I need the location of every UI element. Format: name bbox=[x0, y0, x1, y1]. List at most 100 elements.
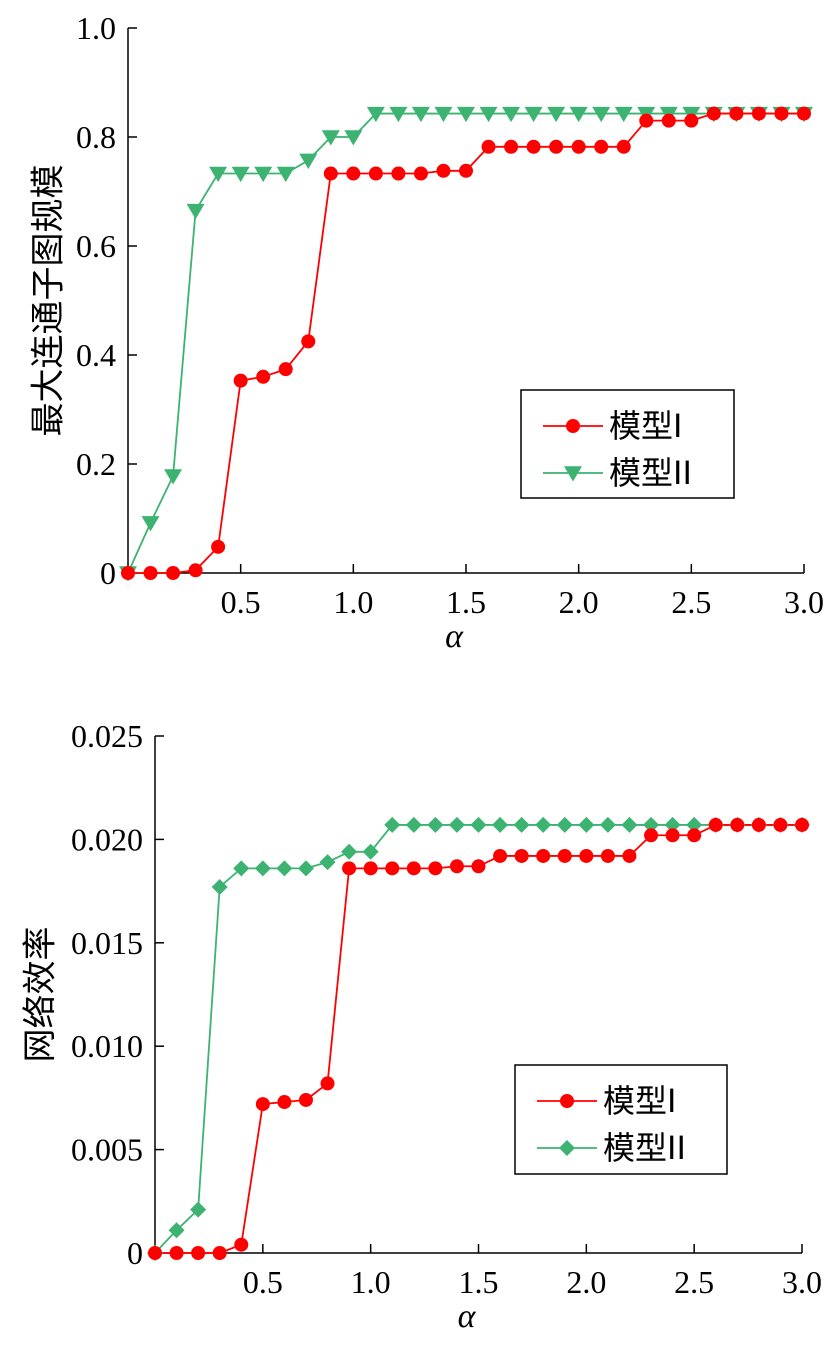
data-point bbox=[188, 563, 203, 578]
data-point bbox=[278, 362, 293, 377]
legend-swatch-marker bbox=[559, 1140, 575, 1156]
y-tick-label: 0.015 bbox=[71, 925, 143, 961]
x-axis-title: α bbox=[445, 618, 464, 655]
data-point bbox=[621, 816, 638, 833]
data-point bbox=[481, 139, 496, 154]
data-point bbox=[599, 816, 616, 833]
data-point bbox=[211, 878, 228, 895]
y-tick-label: 1.0 bbox=[76, 10, 116, 46]
data-point bbox=[774, 106, 789, 121]
data-point bbox=[121, 566, 135, 580]
data-point bbox=[547, 106, 566, 123]
data-point bbox=[254, 860, 271, 877]
data-point bbox=[594, 139, 609, 154]
series-line-model-i bbox=[128, 112, 804, 574]
series-markers-model-i bbox=[121, 106, 811, 580]
data-point bbox=[459, 163, 473, 178]
y-tick-label: 0.010 bbox=[71, 1028, 143, 1064]
data-point bbox=[479, 106, 498, 123]
y-tick-label: 0 bbox=[100, 555, 116, 591]
y-tick-label: 0.005 bbox=[71, 1132, 143, 1168]
data-point bbox=[492, 816, 509, 833]
data-point bbox=[346, 166, 361, 181]
data-point bbox=[342, 861, 357, 876]
legend-label: 模型II bbox=[609, 454, 692, 492]
data-point bbox=[470, 816, 487, 833]
data-point bbox=[141, 516, 160, 532]
data-point bbox=[231, 166, 250, 183]
data-point bbox=[639, 113, 654, 128]
data-point bbox=[535, 816, 552, 833]
data-point bbox=[168, 1222, 185, 1239]
data-point bbox=[549, 139, 564, 154]
y-tick-label: 0.2 bbox=[76, 446, 116, 482]
data-point bbox=[344, 130, 363, 146]
x-tick-label: 3.0 bbox=[784, 584, 824, 620]
data-point bbox=[413, 166, 428, 181]
data-point bbox=[614, 106, 633, 123]
data-point bbox=[389, 106, 408, 123]
series-line-model-ii bbox=[154, 824, 802, 1254]
data-point bbox=[665, 828, 680, 843]
data-point bbox=[190, 1201, 207, 1218]
data-point bbox=[406, 861, 421, 876]
data-point bbox=[436, 163, 451, 178]
data-point bbox=[622, 848, 637, 863]
data-point bbox=[643, 816, 660, 833]
legend-label: 模型II bbox=[603, 1129, 686, 1167]
data-point bbox=[320, 1076, 335, 1091]
legend-swatch-marker bbox=[564, 466, 582, 482]
series-line-model-ii bbox=[127, 112, 804, 574]
data-point bbox=[569, 106, 588, 123]
data-point bbox=[368, 166, 383, 181]
data-point bbox=[186, 203, 205, 220]
y-tick-label: 0.020 bbox=[71, 821, 143, 857]
data-point bbox=[457, 106, 475, 123]
data-point bbox=[664, 816, 681, 833]
data-point bbox=[579, 848, 594, 863]
data-point bbox=[661, 113, 676, 128]
x-axis-title: α bbox=[458, 1298, 477, 1335]
x-tick-label: 2.5 bbox=[674, 1264, 714, 1300]
data-point bbox=[557, 848, 572, 863]
x-tick-label: 0.5 bbox=[221, 584, 261, 620]
data-point bbox=[513, 816, 530, 833]
data-point bbox=[571, 139, 586, 154]
x-tick-label: 1.0 bbox=[333, 584, 373, 620]
data-point bbox=[686, 816, 703, 833]
data-point bbox=[256, 369, 271, 384]
data-point bbox=[751, 106, 766, 121]
data-point bbox=[191, 1246, 206, 1260]
x-tick-label: 3.0 bbox=[782, 1264, 822, 1300]
data-point bbox=[362, 843, 379, 860]
series-markers-model-i bbox=[148, 817, 809, 1260]
data-point bbox=[233, 373, 248, 388]
data-point bbox=[254, 166, 273, 183]
data-point bbox=[524, 106, 543, 123]
y-tick-label: 0.025 bbox=[71, 718, 143, 754]
data-point bbox=[385, 861, 400, 876]
data-point bbox=[366, 106, 385, 123]
x-tick-label: 0.5 bbox=[243, 1264, 283, 1300]
x-tick-label: 1.0 bbox=[351, 1264, 391, 1300]
data-point bbox=[143, 566, 158, 580]
data-point bbox=[578, 816, 595, 833]
data-point bbox=[729, 106, 744, 121]
x-tick-label: 1.5 bbox=[459, 1264, 499, 1300]
data-point bbox=[536, 848, 551, 863]
y-tick-label: 0.4 bbox=[76, 337, 116, 373]
data-point bbox=[411, 106, 430, 123]
data-point bbox=[297, 860, 314, 877]
legend-box bbox=[520, 389, 735, 499]
data-point bbox=[502, 106, 521, 123]
legend: 模型I 模型II bbox=[520, 389, 735, 499]
x-tick-label: 1.5 bbox=[446, 584, 486, 620]
legend: 模型I 模型II bbox=[514, 1064, 728, 1175]
series-markers-model-ii bbox=[147, 816, 810, 1261]
data-point bbox=[616, 139, 631, 154]
data-point bbox=[234, 1237, 249, 1252]
data-point bbox=[277, 1095, 292, 1110]
data-point bbox=[687, 828, 702, 843]
data-point bbox=[514, 848, 529, 863]
